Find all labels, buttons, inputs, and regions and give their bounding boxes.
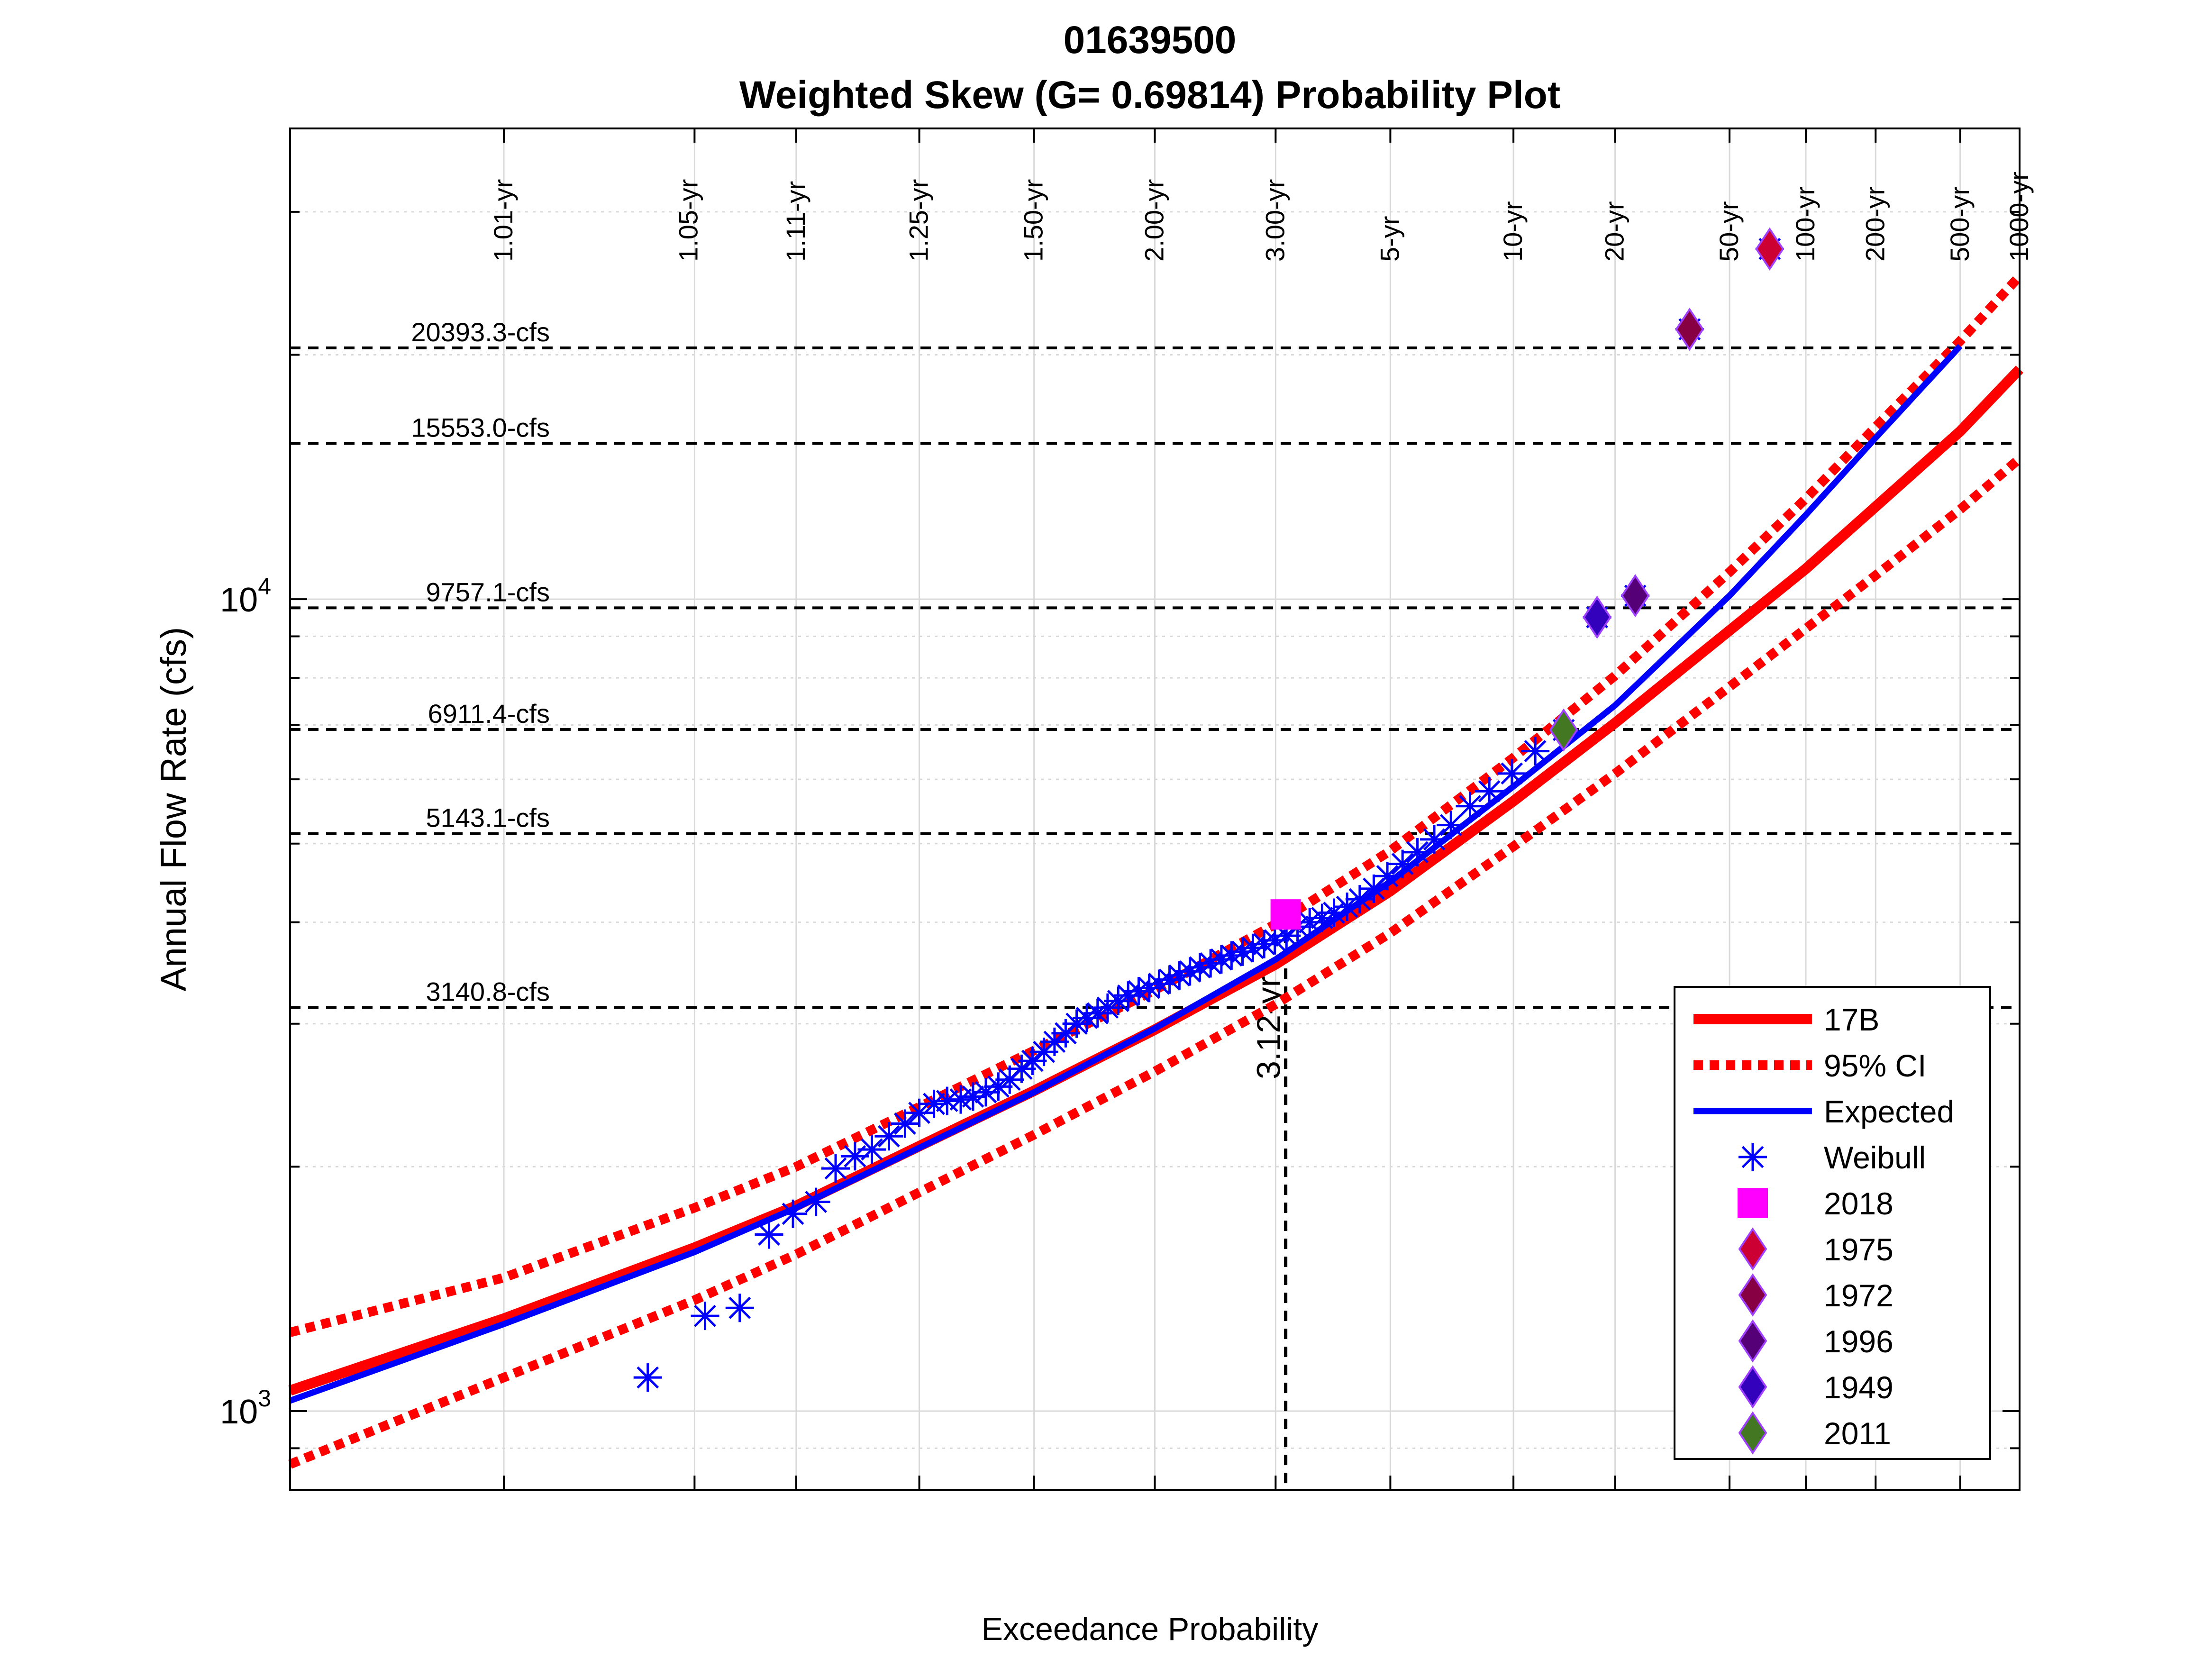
legend-swatch-marker: [1738, 1188, 1768, 1218]
highlight-point-2018: [1270, 899, 1301, 930]
legend: 17B 95% CI Expected Weibull 2018 1975 1972 1996…: [1674, 986, 1991, 1460]
legend-swatch-marker: [1738, 1319, 1767, 1363]
weibull-point: [1018, 1047, 1047, 1076]
series-layer: [288, 273, 2023, 1469]
ci-lower-line: [288, 455, 2023, 1469]
legend-label: 1975: [1824, 1232, 1893, 1267]
return-period-label: 10-yr: [1498, 201, 1528, 262]
x-axis-label: Exceedance Probability: [982, 1611, 1319, 1647]
return-period-label: 20-yr: [1600, 201, 1629, 262]
weibull-point: [1420, 825, 1449, 854]
weibull-point: [1238, 933, 1267, 962]
chart-title: Weighted Skew (G= 0.69814) Probability P…: [739, 73, 1560, 117]
return-period-label: 2.00-yr: [1139, 179, 1169, 262]
legend-swatch-marker: [1738, 1365, 1767, 1409]
return-period-label: 1.50-yr: [1019, 179, 1048, 262]
weibull-point: [1260, 926, 1289, 955]
legend-swatch-marker: [1738, 1227, 1767, 1271]
weibull-point: [779, 1199, 808, 1228]
legend-label: Expected: [1824, 1094, 1954, 1129]
weibull-point: [1040, 1027, 1069, 1056]
weibull-point: [1320, 898, 1348, 927]
return-period-label: 3.00-yr: [1260, 179, 1290, 262]
weibull-point: [1521, 737, 1550, 766]
reference-flow-label: 5143.1-cfs: [426, 803, 550, 833]
reference-flow-label: 15553.0-cfs: [411, 413, 550, 443]
legend-swatch-marker: [1739, 1143, 1767, 1171]
highlight-point-1975: [1755, 227, 1784, 271]
highlight-point-2011: [1549, 708, 1578, 752]
legend-label: 2018: [1824, 1186, 1893, 1221]
weibull-point: [1308, 903, 1337, 932]
reference-flow-label: 6911.4-cfs: [428, 699, 550, 729]
weibull-point: [725, 1294, 754, 1322]
return-period-label: 5-yr: [1375, 216, 1404, 262]
legend-label: 2011: [1824, 1416, 1891, 1451]
weibull-point: [755, 1220, 783, 1249]
return-period-label: 1.11-yr: [781, 181, 810, 262]
return-period-label: 500-yr: [1945, 186, 1975, 262]
weibull-point: [1475, 777, 1504, 806]
y-tick-base: 10: [220, 1393, 258, 1431]
legend-label: 17B: [1824, 1002, 1879, 1037]
return-period-label: 1.25-yr: [904, 179, 934, 262]
weibull-point: [1073, 1003, 1101, 1032]
legend-swatch-marker: [1738, 1273, 1767, 1317]
highlight-point-1972: [1675, 308, 1704, 351]
y-tick-base: 10: [220, 581, 258, 619]
weibull-point: [891, 1109, 919, 1138]
reference-lines-layer: 1.01-yr 1.05-yr 1.11-yr 1.25-yr 1.50-yr 2.00-…: [290, 172, 2034, 1490]
weibull-point: [1185, 953, 1214, 982]
weibull-point: [874, 1122, 903, 1151]
reference-flow-label: 20393.3-cfs: [411, 317, 550, 347]
weibull-point: [1437, 811, 1466, 839]
legend-label: 1949: [1824, 1370, 1893, 1405]
weibull-point: [633, 1363, 662, 1392]
return-period-label: 100-yr: [1790, 186, 1820, 262]
legend-label: 95% CI: [1824, 1048, 1926, 1083]
weibull-point: [1456, 792, 1484, 820]
series-line-expected: [289, 344, 1963, 1404]
weibull-point: [933, 1086, 962, 1115]
weibull-point: [905, 1098, 934, 1127]
legend-label: 1996: [1824, 1324, 1893, 1359]
return-period-label: 50-yr: [1714, 201, 1744, 262]
weibull-point: [1403, 838, 1432, 866]
weibull-point: [821, 1154, 850, 1183]
reference-flow-label: 9757.1-cfs: [426, 577, 550, 607]
y-tick-label: 104: [220, 573, 271, 619]
weibull-point: [857, 1135, 886, 1164]
reference-flow-label: 3140.8-cfs: [426, 977, 550, 1007]
weibull-point: [801, 1187, 830, 1216]
legend-label: Weibull: [1824, 1140, 1926, 1175]
return-period-label: 1.05-yr: [674, 179, 703, 262]
y-tick-label: 103: [220, 1385, 271, 1431]
weibull-point: [1388, 849, 1417, 878]
highlight-point-1949: [1583, 595, 1612, 639]
y-tick-exponent: 3: [258, 1385, 271, 1412]
legend-label: 1972: [1824, 1278, 1893, 1313]
legend-swatch-marker: [1738, 1411, 1767, 1455]
highlight-point-1996: [1620, 574, 1650, 618]
weibull-point: [1497, 759, 1526, 788]
weibull-point: [1373, 862, 1402, 891]
markers-layer: [633, 227, 1784, 1392]
return-period-label: 200-yr: [1860, 186, 1890, 262]
event-return-period-label: 3.12-yr: [1250, 976, 1287, 1079]
weibull-point: [691, 1302, 719, 1331]
weibull-point: [972, 1078, 1001, 1107]
y-tick-exponent: 4: [258, 573, 271, 600]
y-axis-label: Annual Flow Rate (cfs): [154, 627, 194, 992]
return-period-label: 1.01-yr: [488, 179, 518, 262]
chart-title-id: 01639500: [1064, 18, 1237, 62]
